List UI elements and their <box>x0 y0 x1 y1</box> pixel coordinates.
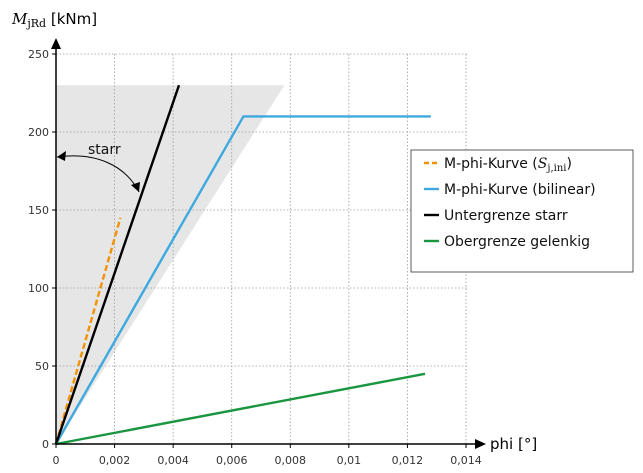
x-tick-label: 0,01 <box>337 454 362 467</box>
starr-annotation-arc <box>56 155 140 193</box>
series-layer <box>54 84 431 446</box>
y-axis-title: MjRd [kNm] <box>11 10 97 30</box>
series-line-gelenkig <box>55 372 426 446</box>
starr-arrow-right <box>131 182 140 192</box>
legend-items: M-phi-Kurve (Sj,ini) M-phi-Kurve (bilinea… <box>424 156 596 250</box>
x-axis-title: phi [°] <box>490 435 537 453</box>
x-tick-label: 0,006 <box>216 454 248 467</box>
y-axis-unit: [kNm] <box>46 10 97 28</box>
ticks-layer: 0 0,002 0,004 0,006 0,008 0,01 0,012 0,014 0 50 10… <box>28 48 482 467</box>
legend: M-phi-Kurve (Sj,ini) M-phi-Kurve (bilinea… <box>410 149 634 273</box>
x-tick-label: 0,008 <box>275 454 307 467</box>
starr-annotation-label: starr <box>88 142 121 158</box>
y-axis-arrow <box>51 38 61 49</box>
y-tick-label: 50 <box>35 360 49 373</box>
region-layer <box>56 85 285 444</box>
legend-label-gelenkig: Obergrenze gelenkig <box>444 234 590 250</box>
y-axis-symbol: M <box>11 10 28 28</box>
y-tick-label: 100 <box>28 282 49 295</box>
series-line-starr <box>54 84 181 445</box>
x-tick-label: 0,014 <box>450 454 482 467</box>
x-tick-label: 0,004 <box>157 454 189 467</box>
series-line-sjini <box>54 217 122 445</box>
x-tick-label: 0 <box>53 454 60 467</box>
y-tick-label: 150 <box>28 204 49 217</box>
series-line-bilinear <box>54 115 431 445</box>
legend-label-sjini: M-phi-Kurve (Sj,ini) <box>444 156 572 174</box>
legend-label-bilinear: M-phi-Kurve (bilinear) <box>444 182 596 198</box>
rigid-region-fill <box>56 85 285 444</box>
y-tick-label: 200 <box>28 126 49 139</box>
grid-layer <box>56 53 468 444</box>
x-tick-label: 0,002 <box>99 454 131 467</box>
legend-box <box>410 149 634 273</box>
starr-arrow-left <box>57 151 66 161</box>
annotation-layer: starr <box>56 142 140 193</box>
legend-label-starr: Untergrenze starr <box>444 208 568 224</box>
x-tick-label: 0,012 <box>392 454 424 467</box>
y-tick-label: 0 <box>42 438 49 451</box>
y-tick-label: 250 <box>28 48 49 61</box>
y-axis-subscript: jRd <box>25 17 46 30</box>
x-axis-arrow <box>475 439 486 449</box>
